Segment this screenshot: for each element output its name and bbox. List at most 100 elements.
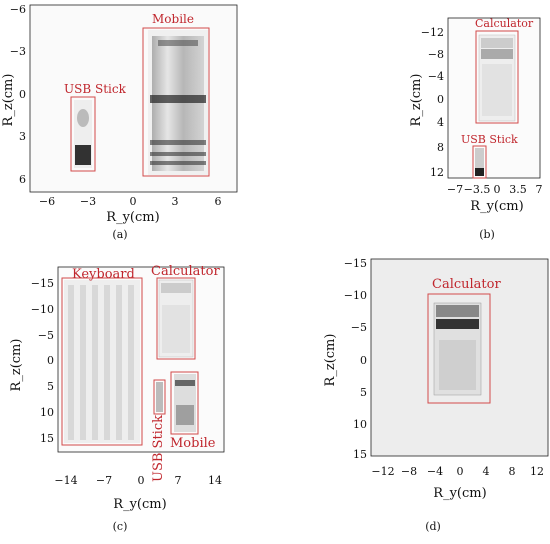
x-tick: −8 xyxy=(401,465,417,478)
panel-d-calculator-box xyxy=(427,293,491,404)
panel-a-ylabel: R_z(cm) xyxy=(1,74,16,127)
y-tick: 0 xyxy=(47,354,54,367)
x-tick: 3 xyxy=(172,195,179,208)
panel-a-xlabel: R_y(cm) xyxy=(106,210,159,225)
panel-b-usb-label: USB Stick xyxy=(461,133,518,146)
x-tick: −6 xyxy=(39,195,55,208)
panel-c-usb-label: USB Stick xyxy=(151,415,166,482)
y-tick: 15 xyxy=(353,448,367,461)
panel-c-keyboard-box xyxy=(61,277,143,446)
y-tick: −5 xyxy=(38,329,54,342)
panel-b: Calculator USB Stick −7 −3.5 0 3.5 7 −12… xyxy=(409,17,543,241)
x-tick: 7 xyxy=(175,474,182,487)
panel-b-ylabel: R_z(cm) xyxy=(409,74,424,127)
panel-b-usb-image xyxy=(475,148,484,176)
y-tick: −15 xyxy=(344,257,367,270)
y-tick: 3 xyxy=(19,130,26,143)
x-tick: −14 xyxy=(54,474,77,487)
panel-b-calculator-box xyxy=(475,30,519,124)
panel-b-calculator-image xyxy=(478,34,516,122)
y-tick: −3 xyxy=(10,45,26,58)
x-tick: 8 xyxy=(509,465,516,478)
x-tick: −12 xyxy=(371,465,394,478)
panel-c-mobile-box xyxy=(170,371,199,435)
y-tick: 0 xyxy=(19,88,26,101)
panel-b-xticks: −7 −3.5 0 3.5 7 xyxy=(447,183,543,196)
y-tick: 0 xyxy=(360,354,367,367)
y-tick: 10 xyxy=(40,406,54,419)
panel-d-xticks: −12 −8 −4 0 4 8 12 xyxy=(371,465,544,478)
y-tick: −5 xyxy=(351,321,367,334)
panel-c-xlabel: R_y(cm) xyxy=(113,497,166,512)
panel-d-xlabel: R_y(cm) xyxy=(433,486,486,501)
panel-b-yticks: −12 −8 −4 0 4 8 12 xyxy=(421,26,444,179)
panel-a: Mobile USB Stick −6 −3 0 3 6 −6 −3 0 3 6… xyxy=(1,3,238,241)
panel-d-calculator-image xyxy=(433,302,482,396)
y-tick: 5 xyxy=(360,386,367,399)
panel-a-mobile-image xyxy=(148,30,208,175)
x-tick: 0 xyxy=(457,465,464,478)
panel-a-mobile-box xyxy=(142,27,210,177)
x-tick: −3 xyxy=(80,195,96,208)
x-tick: −7 xyxy=(96,474,112,487)
panel-c-keyboard-label: Keyboard xyxy=(72,267,135,282)
panel-c-frame xyxy=(57,266,225,453)
panel-c-calculator-image xyxy=(158,279,194,358)
panel-b-frame xyxy=(447,17,541,179)
x-tick: 7 xyxy=(536,183,543,196)
y-tick: 10 xyxy=(353,418,367,431)
panel-c-calculator-label: Calculator xyxy=(151,264,220,279)
x-tick: −7 xyxy=(447,183,463,196)
panel-a-mobile-label: Mobile xyxy=(152,12,194,26)
y-tick: 15 xyxy=(40,432,54,445)
panel-d-ylabel: R_z(cm) xyxy=(323,334,338,387)
panel-c-mobile-label: Mobile xyxy=(170,436,216,451)
panel-b-xlabel: R_y(cm) xyxy=(470,199,523,214)
y-tick: 8 xyxy=(437,141,444,154)
panel-a-usb-label: USB Stick xyxy=(64,82,127,96)
panel-c-mobile-image xyxy=(174,374,196,432)
y-tick: −8 xyxy=(428,48,444,61)
panel-d-yticks: −15 −10 −5 0 5 10 15 xyxy=(344,257,367,461)
panel-a-frame xyxy=(29,4,238,193)
panel-a-usb-image xyxy=(74,100,92,168)
panel-a-yticks: −6 −3 0 3 6 xyxy=(10,3,26,186)
x-tick: 0 xyxy=(494,183,501,196)
y-tick: −10 xyxy=(344,289,367,302)
x-tick: −3.5 xyxy=(464,183,491,196)
panel-c-usb-image xyxy=(156,382,163,412)
panel-d-frame xyxy=(370,258,549,457)
x-tick: 3.5 xyxy=(509,183,527,196)
panel-c-calculator-box xyxy=(156,277,196,360)
panel-b-calculator-label: Calculator xyxy=(475,17,534,30)
y-tick: −15 xyxy=(31,277,54,290)
panel-c-caption: (c) xyxy=(113,520,128,533)
panel-d: Calculator −12 −8 −4 0 4 8 12 −15 −10 −5… xyxy=(323,257,549,533)
x-tick: −4 xyxy=(427,465,443,478)
y-tick: −4 xyxy=(428,70,444,83)
x-tick: 4 xyxy=(483,465,490,478)
panel-c-ylabel: R_z(cm) xyxy=(9,339,24,392)
panel-c-usb-box xyxy=(153,379,166,415)
panel-b-usb-box xyxy=(472,145,487,179)
y-tick: 4 xyxy=(437,116,444,129)
y-tick: 0 xyxy=(437,93,444,106)
panel-a-xticks: −6 −3 0 3 6 xyxy=(39,195,222,208)
y-tick: −12 xyxy=(421,26,444,39)
panel-c-xticks: −14 −7 0 7 14 xyxy=(54,474,222,487)
panel-d-caption: (d) xyxy=(425,520,441,533)
x-tick: 14 xyxy=(208,474,222,487)
panel-d-calculator-label: Calculator xyxy=(432,277,501,292)
panel-c-keyboard-image xyxy=(64,280,140,443)
panel-b-caption: (b) xyxy=(479,228,495,241)
y-tick: 12 xyxy=(430,166,444,179)
panel-a-caption: (a) xyxy=(112,228,127,241)
x-tick: 6 xyxy=(215,195,222,208)
y-tick: 6 xyxy=(19,173,26,186)
y-tick: −6 xyxy=(10,3,26,16)
x-tick: 12 xyxy=(530,465,544,478)
panel-c-yticks: −15 −10 −5 0 5 10 15 xyxy=(31,277,54,445)
y-tick: −10 xyxy=(31,303,54,316)
x-tick: 0 xyxy=(130,195,137,208)
